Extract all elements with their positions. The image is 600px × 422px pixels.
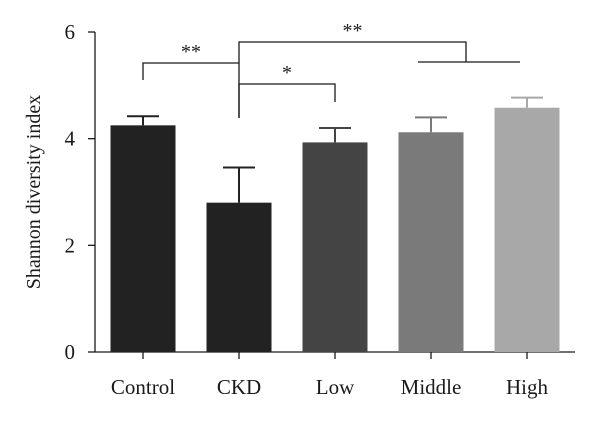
sig-label: ** <box>343 20 363 42</box>
x-tick-label: CKD <box>217 375 261 399</box>
x-tick-label: High <box>506 375 549 399</box>
bar <box>110 125 176 352</box>
x-axis: Control CKD Low Middle High <box>95 351 575 399</box>
sig-label: ** <box>181 41 201 63</box>
x-tick-label: Middle <box>401 375 462 399</box>
y-tick-label: 6 <box>65 20 76 44</box>
x-tick-label: Low <box>316 375 355 399</box>
y-tick-label: 0 <box>65 340 76 364</box>
sig-bracket <box>238 41 467 63</box>
bar <box>206 202 272 352</box>
sig-bracket <box>238 83 336 118</box>
bar <box>494 107 560 352</box>
y-tick-label: 4 <box>65 127 76 151</box>
x-tick-label: Control <box>111 375 175 399</box>
bars <box>110 96 560 352</box>
significance-brackets: ***** <box>142 20 520 118</box>
sig-bracket <box>142 62 240 118</box>
sig-label: * <box>282 62 292 84</box>
bar <box>302 142 368 352</box>
y-tick-label: 2 <box>65 233 76 257</box>
y-axis-label: Shannon diversity index <box>23 95 45 289</box>
y-axis: 0 2 4 6 <box>65 20 96 364</box>
bar <box>398 132 464 352</box>
